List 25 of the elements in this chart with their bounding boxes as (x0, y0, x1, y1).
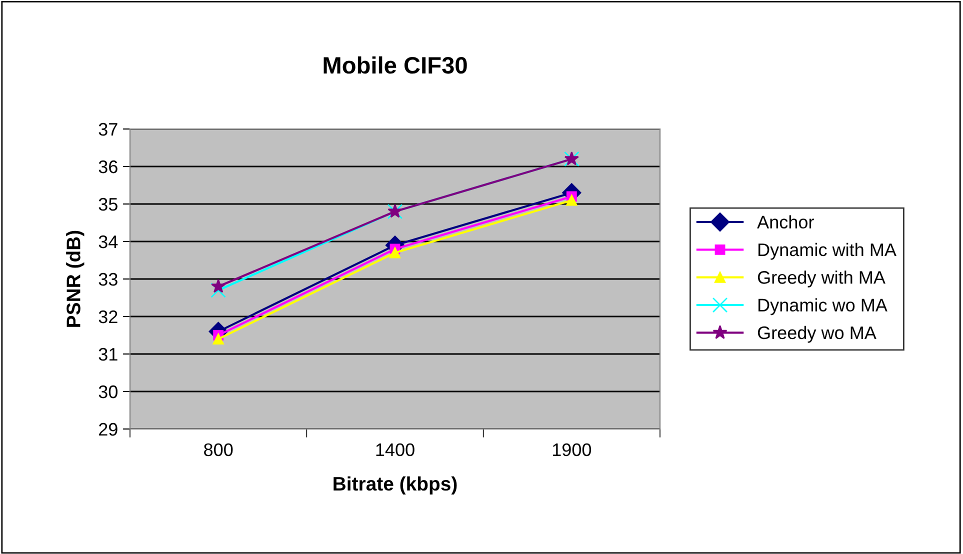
point (211, 278, 226, 293)
y-tick-label: 32 (98, 310, 118, 324)
y-tick-label: 30 (98, 385, 118, 398)
y-tick-label: 36 (98, 160, 118, 174)
x-axis-title: Bitrate (kbps) (334, 476, 457, 495)
y-axis-title: PSNR (dB) (66, 230, 84, 327)
y-tick-label: 33 (98, 272, 118, 286)
x-tick-label: 1400 (376, 443, 414, 456)
y-tick-label: 37 (98, 122, 118, 136)
legend-label: Greedy with MA (758, 270, 886, 288)
legend-label: Dynamic with MA (758, 242, 896, 260)
point (566, 194, 578, 206)
legend-label: Greedy wo MA (758, 326, 876, 343)
y-tick-label: 29 (99, 422, 118, 436)
legend-label: Dynamic wo MA (758, 298, 888, 316)
legend-label: Anchor (757, 215, 814, 229)
point (212, 333, 224, 345)
point (389, 247, 401, 258)
x-tick-label: 1900 (552, 443, 592, 456)
y-tick-label: 34 (98, 235, 118, 248)
y-tick-label: 35 (98, 198, 118, 211)
y-tick-label: 31 (98, 348, 118, 361)
point (210, 282, 226, 298)
x-tick-label: 800 (204, 443, 233, 456)
chart-title: Mobile CIF30 (324, 56, 467, 74)
